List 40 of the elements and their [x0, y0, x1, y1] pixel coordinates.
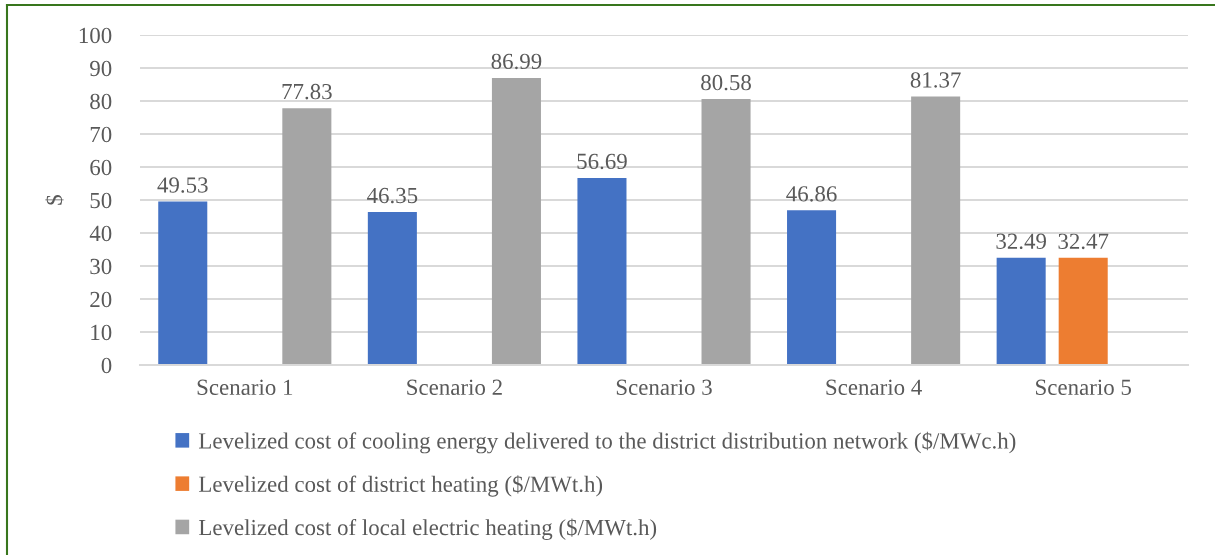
bar: [577, 177, 627, 365]
data-label: 32.49: [996, 233, 1046, 250]
legend-label: Levelized cost of cooling energy delivered to the district distribution network ($/MWc.h): [198, 431, 1016, 454]
bar: [367, 212, 417, 365]
x-tick-label: Scenario 3: [616, 379, 712, 396]
data-label: 81.37: [910, 72, 961, 88]
data-label: 32.47: [1058, 233, 1109, 250]
bar: [701, 99, 751, 365]
y-tick-label: 10: [91, 324, 112, 341]
y-tick-label: 90: [90, 60, 112, 77]
bar: [787, 210, 837, 365]
bar: [996, 257, 1046, 365]
y-tick-label: 60: [90, 159, 112, 176]
y-tick-label: 80: [90, 93, 112, 110]
x-tick-label: Scenario 2: [407, 379, 502, 396]
bar: [1058, 257, 1108, 365]
y-tick-label: 50: [90, 192, 112, 209]
bar: [282, 108, 332, 365]
legend-label: Levelized cost of local electric heating ($/MWt.h): [198, 518, 657, 540]
x-tick-label: Scenario 4: [826, 379, 922, 396]
data-label: 56.69: [577, 153, 627, 170]
data-label: 49.53: [157, 177, 208, 193]
x-tick-label: Scenario 5: [1036, 379, 1131, 396]
data-label: 80.58: [701, 74, 751, 91]
bar: [158, 201, 208, 365]
y-axis-title: $: [45, 194, 64, 205]
y-tick-label: 20: [90, 291, 112, 308]
y-tick-label: 100: [79, 27, 112, 44]
bar: [911, 96, 961, 365]
y-tick-label: 40: [89, 225, 112, 242]
y-tick-label: 0: [101, 357, 112, 374]
data-label: 86.99: [491, 53, 542, 70]
y-tick-label: 30: [90, 258, 112, 275]
data-label: 46.35: [367, 187, 418, 204]
legend-label: Levelized cost of district heating ($/MWt.h): [198, 475, 603, 497]
data-label: 77.83: [282, 83, 332, 100]
data-label: 46.86: [786, 186, 837, 202]
y-tick-label: 70: [90, 126, 112, 143]
x-tick-label: Scenario 1: [197, 379, 293, 396]
bar: [491, 77, 541, 365]
